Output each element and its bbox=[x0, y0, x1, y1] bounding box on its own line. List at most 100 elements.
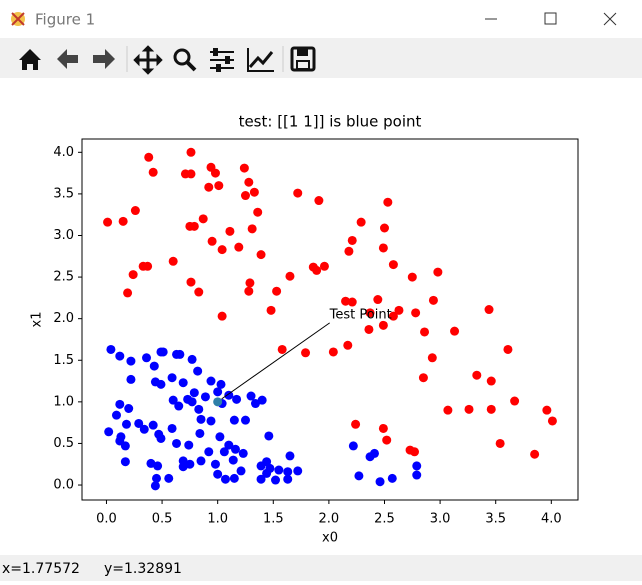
app-icon bbox=[11, 12, 25, 26]
point bbox=[503, 344, 513, 354]
status-x: x=1.77572 bbox=[2, 561, 80, 577]
point bbox=[206, 376, 216, 386]
x-tick-label: 3.5 bbox=[485, 512, 506, 527]
point bbox=[450, 326, 460, 336]
point bbox=[301, 348, 311, 358]
point bbox=[126, 374, 136, 384]
point bbox=[120, 441, 130, 451]
point bbox=[239, 163, 249, 173]
point bbox=[547, 416, 557, 426]
point bbox=[186, 169, 196, 179]
point bbox=[224, 440, 234, 450]
point bbox=[247, 224, 257, 234]
maximize-button[interactable] bbox=[544, 12, 557, 25]
point bbox=[187, 354, 197, 364]
point bbox=[238, 448, 248, 458]
configure-button[interactable] bbox=[210, 48, 234, 72]
point bbox=[156, 379, 166, 389]
point bbox=[115, 351, 125, 361]
point bbox=[274, 465, 284, 475]
point bbox=[364, 324, 374, 334]
forward-button[interactable] bbox=[93, 49, 115, 69]
point bbox=[174, 401, 184, 411]
point bbox=[142, 353, 152, 363]
point bbox=[293, 188, 303, 198]
point bbox=[213, 387, 223, 397]
point bbox=[123, 288, 133, 298]
point bbox=[186, 277, 196, 287]
y-tick-label: 2.5 bbox=[53, 270, 74, 285]
point bbox=[120, 457, 130, 467]
x-tick-label: 2.0 bbox=[319, 512, 340, 527]
point bbox=[149, 361, 159, 371]
point bbox=[383, 197, 393, 207]
point bbox=[418, 373, 428, 383]
point bbox=[427, 353, 437, 363]
y-tick-label: 0.5 bbox=[53, 436, 74, 451]
y-tick-label: 1.5 bbox=[53, 353, 74, 368]
point bbox=[369, 448, 379, 458]
pan-button[interactable] bbox=[133, 45, 163, 75]
point bbox=[285, 271, 295, 281]
save-button[interactable] bbox=[290, 46, 316, 72]
point bbox=[194, 404, 204, 414]
point bbox=[394, 305, 404, 315]
y-tick-label: 0.0 bbox=[53, 478, 74, 493]
point bbox=[412, 461, 422, 471]
point bbox=[283, 474, 293, 484]
point bbox=[168, 395, 178, 405]
home-button[interactable] bbox=[19, 49, 41, 70]
point bbox=[244, 177, 254, 187]
point bbox=[249, 187, 259, 197]
point bbox=[410, 447, 420, 457]
x-tick-label: 0.5 bbox=[152, 512, 173, 527]
window-title: Figure 1 bbox=[35, 11, 95, 29]
point bbox=[495, 438, 505, 448]
point bbox=[118, 216, 128, 226]
x-tick-label: 0.0 bbox=[96, 512, 117, 527]
point bbox=[351, 419, 361, 429]
x-tick-label: 1.0 bbox=[207, 512, 228, 527]
point bbox=[215, 432, 225, 442]
annotation-arrow bbox=[221, 322, 330, 400]
back-button[interactable] bbox=[57, 49, 78, 69]
close-button[interactable] bbox=[603, 12, 617, 26]
point bbox=[373, 295, 383, 305]
point bbox=[407, 272, 417, 282]
point bbox=[264, 431, 274, 441]
point bbox=[484, 305, 494, 315]
y-tick-label: 2.0 bbox=[53, 311, 74, 326]
point bbox=[411, 308, 421, 318]
point bbox=[542, 405, 552, 415]
point bbox=[356, 217, 366, 227]
point bbox=[225, 226, 235, 236]
point bbox=[244, 286, 254, 296]
point bbox=[134, 418, 144, 428]
y-tick-label: 3.0 bbox=[53, 228, 74, 243]
plot: test: [[1 1]] is blue point 0.0 0.5 1.0 1.5 2… bbox=[30, 113, 579, 546]
point bbox=[510, 396, 520, 406]
point bbox=[365, 308, 375, 318]
point bbox=[379, 223, 389, 233]
point bbox=[234, 242, 244, 252]
axes-frame bbox=[81, 138, 579, 501]
zoom-button[interactable] bbox=[173, 48, 197, 72]
point bbox=[229, 473, 239, 483]
point bbox=[150, 481, 160, 491]
point bbox=[115, 399, 125, 409]
point bbox=[148, 167, 158, 177]
edit-axis-button[interactable] bbox=[247, 48, 274, 72]
point bbox=[207, 236, 217, 246]
point bbox=[210, 168, 220, 178]
point bbox=[250, 399, 260, 409]
point bbox=[214, 181, 224, 191]
point bbox=[428, 295, 438, 305]
point bbox=[216, 379, 226, 389]
point bbox=[175, 349, 185, 359]
point bbox=[443, 405, 453, 415]
point bbox=[158, 347, 168, 357]
point bbox=[103, 217, 113, 227]
status-bar bbox=[0, 555, 642, 581]
